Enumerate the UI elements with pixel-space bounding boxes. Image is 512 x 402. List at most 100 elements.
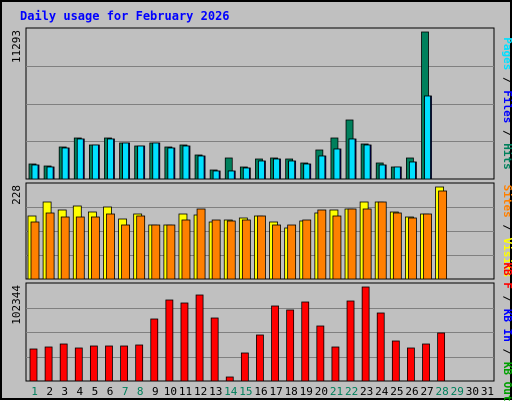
bar-pages-day-9 (152, 142, 160, 180)
max-label-middle: 228 (10, 185, 23, 205)
legend-entry: Sites (501, 185, 512, 218)
legend-entry: Hits (501, 143, 512, 170)
bar-sites-day-1 (30, 221, 40, 280)
bar-sites-day-13 (211, 219, 221, 280)
x-tick-label: 17 (269, 385, 282, 398)
legend-entry: KB In (501, 309, 512, 342)
bar-sites-day-8 (136, 215, 146, 280)
bar-sites-day-4 (75, 216, 85, 280)
x-tick-label: 23 (360, 385, 373, 398)
bar-sites-day-18 (287, 224, 297, 280)
bar-pages-day-22 (348, 138, 356, 180)
bar-sites-day-14 (226, 220, 236, 280)
bar-pages-day-2 (46, 166, 54, 180)
legend-entry: Visits (501, 238, 512, 278)
x-tick-label: 27 (420, 385, 433, 398)
bar-pages-day-3 (61, 147, 69, 180)
x-tick-label: 28 (436, 385, 449, 398)
bar-sites-day-10 (166, 224, 176, 280)
x-tick-label: 20 (315, 385, 328, 398)
bar-kb-f-day-13 (210, 317, 219, 382)
bar-pages-day-23 (363, 144, 371, 180)
bar-kb-f-day-28 (437, 332, 446, 382)
bar-sites-day-27 (423, 213, 432, 280)
bar-sites-day-11 (181, 219, 191, 280)
legend-entry: KB F (501, 262, 512, 289)
bar-sites-day-19 (302, 219, 312, 280)
x-tick-label: 5 (92, 385, 99, 398)
x-tick-label: 4 (77, 385, 84, 398)
bar-kb-f-day-20 (316, 325, 325, 382)
bar-kb-f-day-24 (376, 312, 385, 382)
x-tick-label: 24 (375, 385, 389, 398)
x-tick-label: 1 (31, 385, 38, 398)
x-tick-label: 30 (466, 385, 479, 398)
bar-sites-day-22 (347, 208, 357, 280)
x-tick-label: 31 (481, 385, 494, 398)
bar-kb-f-day-2 (44, 346, 53, 382)
bar-pages-day-19 (303, 163, 311, 180)
legend-entry: Pages (501, 37, 512, 70)
bar-pages-day-7 (122, 142, 129, 180)
x-tick-label: 14 (224, 385, 238, 398)
bar-sites-day-20 (317, 209, 327, 280)
bar-pages-day-1 (31, 164, 39, 180)
x-tick-label: 7 (122, 385, 129, 398)
x-tick-label: 10 (164, 385, 177, 398)
max-label-top: 11293 (10, 30, 23, 63)
bar-kb-f-day-19 (301, 301, 310, 382)
x-tick-label: 16 (254, 385, 267, 398)
bar-pages-day-26 (409, 161, 416, 180)
legend-entry: Files (501, 90, 512, 123)
bar-pages-day-24 (378, 164, 386, 180)
bar-pages-day-12 (197, 155, 205, 180)
bar-pages-day-25 (393, 166, 401, 180)
bar-pages-day-10 (167, 147, 175, 180)
x-tick-label: 22 (345, 385, 358, 398)
bar-pages-day-15 (242, 167, 250, 180)
x-tick-label: 3 (61, 385, 68, 398)
legend-entry: / (501, 218, 512, 238)
bar-pages-day-13 (212, 170, 220, 180)
bar-kb-f-day-21 (331, 346, 340, 382)
bar-kb-f-day-22 (346, 300, 355, 382)
bar-sites-day-12 (196, 208, 206, 280)
bar-pages-day-16 (258, 160, 265, 180)
panel-top (25, 27, 495, 180)
bar-kb-f-day-15 (240, 352, 249, 382)
legend-entry: / (501, 123, 512, 143)
bar-sites-day-2 (45, 212, 55, 280)
bar-sites-day-7 (121, 224, 130, 280)
bar-pages-day-27 (424, 95, 431, 180)
bar-sites-day-25 (392, 212, 402, 280)
bar-pages-day-4 (76, 138, 84, 180)
bar-sites-day-6 (106, 213, 115, 280)
bar-sites-day-17 (272, 224, 281, 280)
legend-entry: / (501, 342, 512, 362)
bar-pages-day-6 (107, 138, 114, 180)
x-tick-label: 15 (239, 385, 252, 398)
bar-kb-f-day-1 (29, 348, 38, 382)
legend-bottom: KB F / KB In / KB Out (501, 262, 512, 401)
x-tick-label: 19 (300, 385, 313, 398)
x-tick-label: 25 (390, 385, 403, 398)
bar-kb-f-day-9 (150, 318, 159, 382)
bar-sites-day-9 (151, 224, 161, 280)
bar-pages-day-20 (318, 155, 326, 180)
max-label-bottom: 102344 (10, 285, 23, 325)
bar-kb-f-day-3 (59, 343, 68, 382)
bar-pages-day-5 (91, 144, 99, 180)
bar-kb-f-day-10 (165, 299, 174, 382)
bar-kb-f-day-14 (225, 376, 234, 382)
bar-kb-f-day-8 (135, 344, 144, 382)
bar-pages-day-8 (137, 145, 145, 180)
bar-kb-f-day-27 (422, 343, 430, 382)
x-tick-label: 9 (152, 385, 159, 398)
bar-sites-day-23 (362, 208, 372, 280)
legend-top: Pages / Files / Hits (501, 37, 512, 170)
bar-kb-f-day-26 (407, 347, 415, 382)
bar-sites-day-26 (408, 217, 417, 280)
legend-middle: Sites / Visits (501, 185, 512, 278)
